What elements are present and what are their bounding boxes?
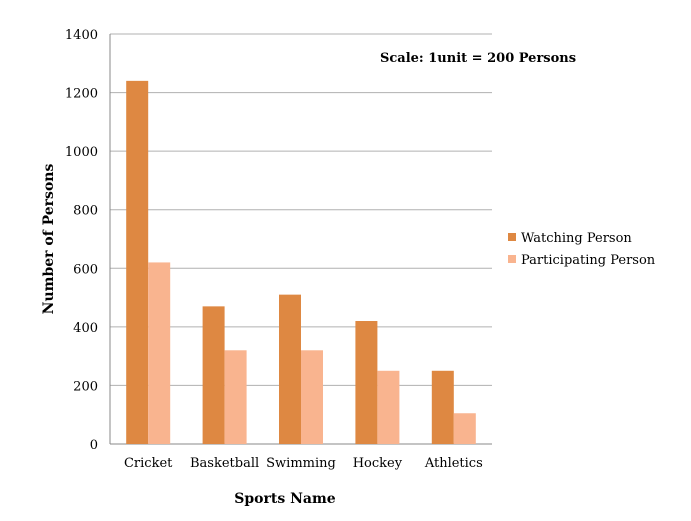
x-tick-labels: Cricket Basketball Swimming Hockey Athletics — [124, 456, 483, 471]
x-tick-label: Athletics — [424, 456, 483, 471]
legend-swatch — [508, 255, 516, 263]
bar-swimming-participating-person — [301, 350, 323, 444]
bars — [126, 80, 476, 444]
y-tick-label: 200 — [73, 379, 98, 394]
bar-athletics-watching-person — [431, 370, 454, 444]
bar-hockey-participating-person — [377, 370, 400, 444]
x-axis-title: Sports Name — [234, 491, 336, 507]
y-tick-label: 800 — [73, 204, 98, 219]
legend-swatch — [508, 233, 516, 241]
y-tick-label: 600 — [73, 262, 98, 277]
y-tick-labels: 0 200 400 600 800 1000 1200 1400 — [65, 28, 98, 453]
y-tick-label: 1400 — [65, 28, 98, 43]
y-tick-label: 1000 — [65, 145, 98, 160]
x-tick-label: Basketball — [190, 456, 259, 471]
bar-basketball-participating-person — [224, 350, 247, 444]
x-tick-label: Cricket — [124, 456, 173, 471]
legend-label: Participating Person — [521, 253, 656, 268]
bar-cricket-participating-person — [148, 262, 171, 444]
x-tick-label: Hockey — [353, 456, 403, 471]
bar-basketball-watching-person — [202, 306, 225, 444]
y-tick-label: 400 — [73, 321, 98, 336]
legend-label: Watching Person — [521, 231, 632, 246]
x-tick-label: Swimming — [266, 456, 336, 471]
bar-athletics-participating-person — [453, 413, 476, 444]
y-tick-label: 1200 — [65, 87, 98, 102]
bar-swimming-watching-person — [279, 294, 301, 444]
y-axis-title: Number of Persons — [41, 164, 57, 315]
bar-cricket-watching-person — [126, 80, 149, 444]
bar-hockey-watching-person — [355, 321, 378, 444]
legend: Watching Person Participating Person — [508, 231, 656, 268]
scale-annotation: Scale: 1unit = 200 Persons — [380, 51, 576, 66]
y-tick-label: 0 — [90, 438, 98, 453]
